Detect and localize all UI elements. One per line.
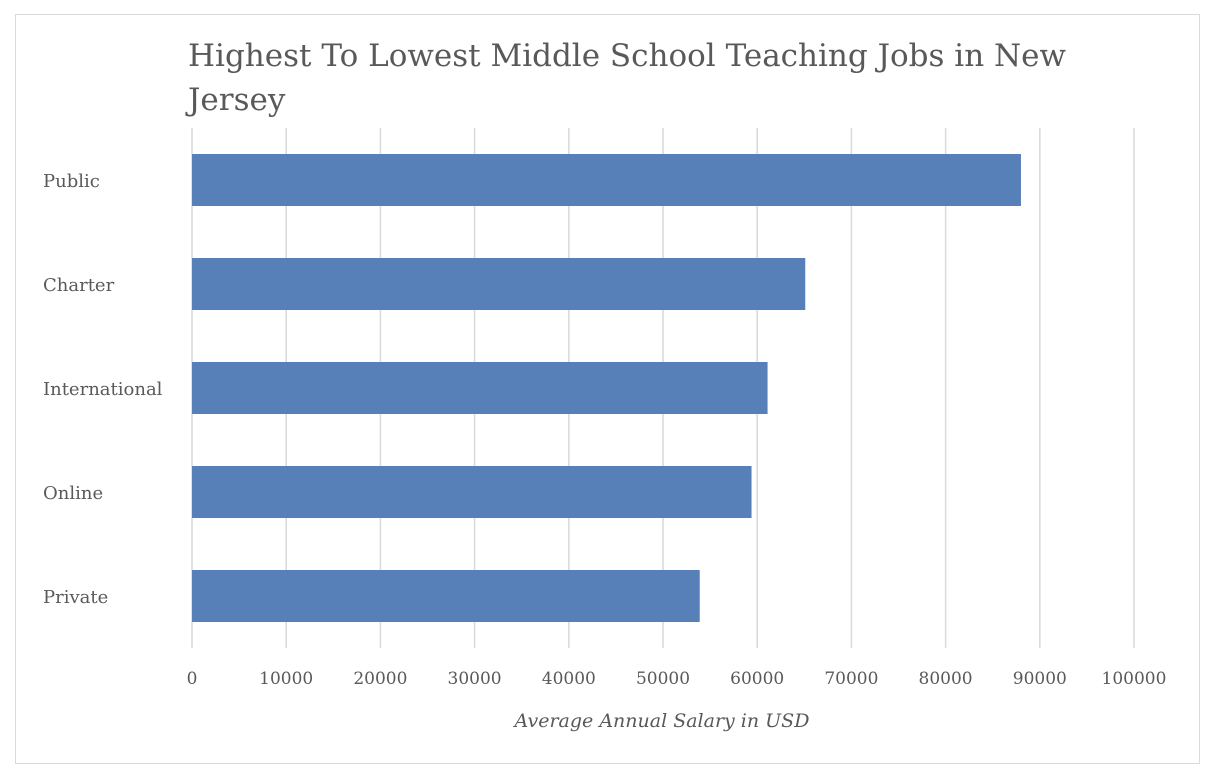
bar-charter bbox=[192, 258, 806, 310]
x-tick-label: 20000 bbox=[353, 669, 407, 689]
y-category-label: Public bbox=[43, 171, 100, 192]
x-axis-title: Average Annual Salary in USD bbox=[513, 710, 810, 732]
x-tick-label: 30000 bbox=[448, 669, 502, 689]
x-tick-label: 40000 bbox=[542, 669, 596, 689]
y-category-label: Private bbox=[43, 587, 108, 608]
x-tick-label: 70000 bbox=[824, 669, 878, 689]
bar-private bbox=[192, 570, 700, 622]
bar-public bbox=[192, 154, 1021, 206]
x-tick-label: 0 bbox=[187, 669, 198, 689]
x-tick-label: 60000 bbox=[730, 669, 784, 689]
y-category-label: Online bbox=[43, 483, 103, 504]
bar-international bbox=[192, 362, 768, 414]
x-tick-label: 80000 bbox=[919, 669, 973, 689]
y-category-label: Charter bbox=[43, 275, 115, 296]
chart-title: Highest To Lowest Middle School Teaching… bbox=[188, 38, 1067, 118]
x-tick-label: 50000 bbox=[636, 669, 690, 689]
chart-frame bbox=[15, 14, 1200, 764]
y-category-label: International bbox=[43, 379, 163, 400]
x-tick-label: 90000 bbox=[1013, 669, 1067, 689]
x-tick-label: 100000 bbox=[1102, 669, 1167, 689]
bar-online bbox=[192, 466, 752, 518]
x-tick-label: 10000 bbox=[259, 669, 313, 689]
